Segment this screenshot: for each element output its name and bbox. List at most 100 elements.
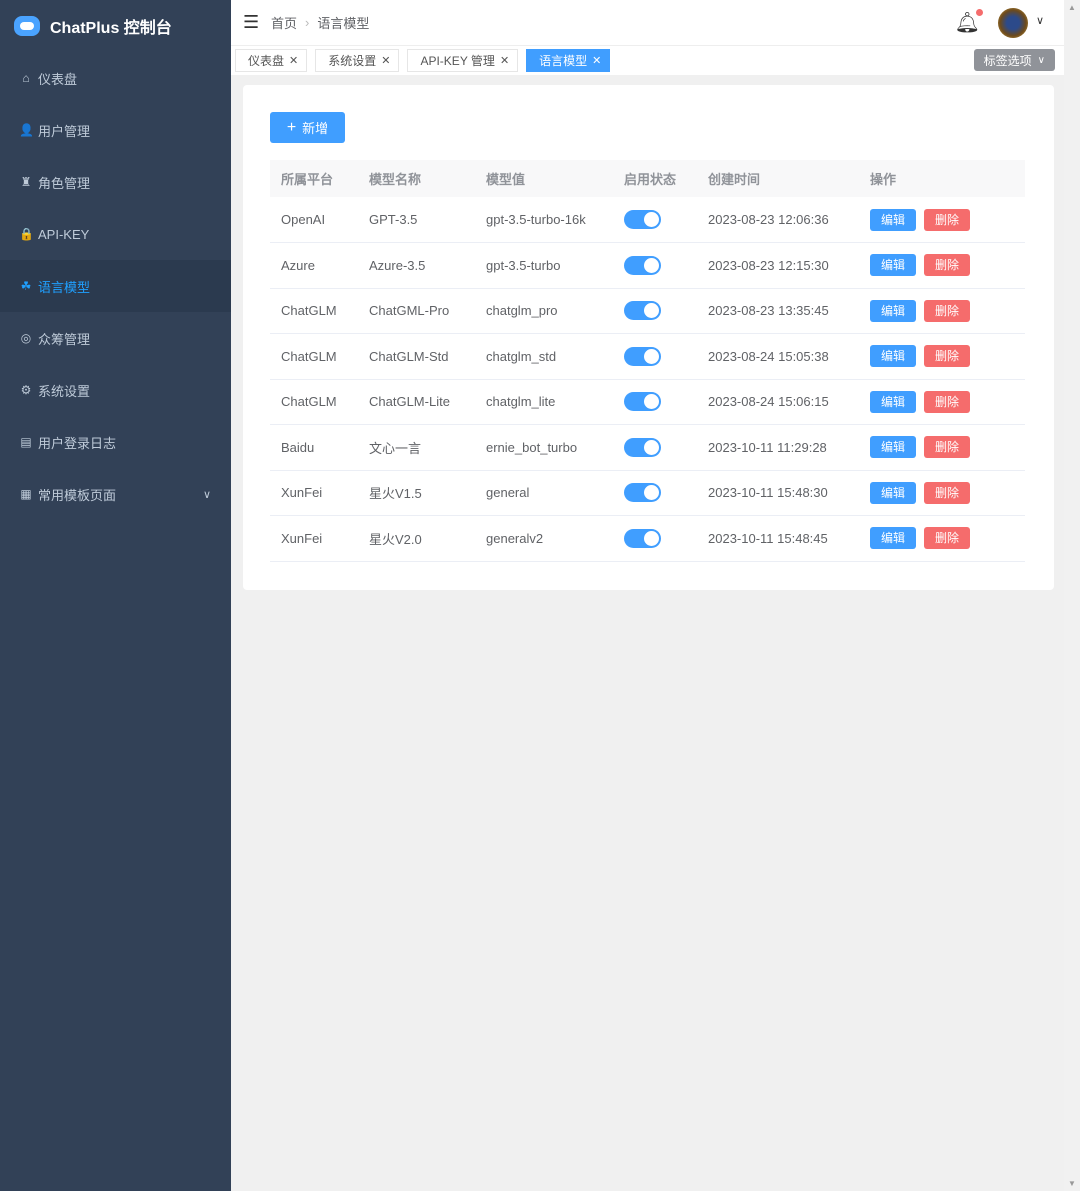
chevron-down-icon[interactable]: ∨ [1035, 15, 1044, 27]
enabled-toggle[interactable] [624, 528, 661, 548]
edit-button[interactable]: 编辑 [870, 481, 917, 504]
tab-label: 仪表盘 [248, 54, 285, 68]
sidebar-item[interactable]: 👤 用户管理 [0, 104, 231, 156]
sidebar-item-label: 众筹管理 [38, 331, 91, 347]
sidebar-item[interactable]: ▤ 用户登录日志 [0, 416, 231, 468]
delete-button[interactable]: 删除 [924, 481, 971, 504]
delete-button[interactable]: 删除 [924, 390, 971, 413]
created-cell: 2023-08-23 13:35:45 [697, 288, 859, 334]
platform-cell: OpenAI [270, 197, 358, 243]
column-header: 操作 [859, 160, 1025, 197]
scroll-down-icon[interactable]: ▼ [1068, 1179, 1076, 1188]
sidebar-item[interactable]: ▦ 常用模板页面 ∨ [0, 468, 231, 520]
app-title: ChatPlus 控制台 [50, 20, 172, 37]
gear-icon: ⚙ [20, 383, 32, 397]
sidebar-item[interactable]: ◎ 众筹管理 [0, 312, 231, 364]
robot-logo-icon [14, 16, 40, 36]
edit-button[interactable]: 编辑 [870, 527, 917, 550]
sidebar-item[interactable]: 🔒 API-KEY [0, 208, 231, 260]
grid-icon: ▦ [20, 487, 32, 501]
enabled-toggle[interactable] [624, 301, 661, 321]
edit-button[interactable]: 编辑 [870, 299, 917, 322]
sidebar-item-label: 语言模型 [38, 279, 91, 295]
sidebar-item[interactable]: ☘ 语言模型 [0, 260, 231, 312]
delete-button[interactable]: 删除 [924, 527, 971, 550]
close-icon[interactable]: ✕ [499, 55, 510, 67]
breadcrumb-home[interactable]: 首页 [271, 16, 298, 31]
tabs-bar: 仪表盘 ✕ 系统设置 ✕ API-KEY 管理 ✕ 语言模型 ✕ 标签选项 ∨ [231, 46, 1064, 75]
tab-label: API-KEY 管理 [420, 54, 495, 68]
chevron-down-icon: ∨ [1037, 54, 1045, 66]
model-value-cell: chatglm_lite [475, 379, 613, 425]
add-label: 新增 [302, 121, 329, 136]
actions-cell: 编辑 删除 [859, 288, 1025, 334]
tab[interactable]: 仪表盘 ✕ [235, 49, 308, 72]
delete-button[interactable]: 删除 [924, 254, 971, 277]
tab-options-button[interactable]: 标签选项 ∨ [973, 49, 1055, 71]
column-header: 所属平台 [270, 160, 358, 197]
model-name-cell: 星火V1.5 [358, 470, 475, 516]
sidebar-item[interactable]: ⌂ 仪表盘 [0, 52, 231, 104]
model-name-cell: Azure-3.5 [358, 242, 475, 289]
enabled-toggle[interactable] [624, 346, 661, 366]
menu-toggle-icon[interactable]: ☰ [243, 12, 260, 32]
model-value-cell: gpt-3.5-turbo [475, 242, 613, 289]
close-icon[interactable]: ✕ [592, 55, 602, 67]
delete-button[interactable]: 删除 [924, 436, 971, 459]
sidebar-item-label: 系统设置 [38, 383, 91, 399]
edit-button[interactable]: 编辑 [870, 345, 917, 368]
delete-button[interactable]: 删除 [924, 299, 971, 322]
created-cell: 2023-08-24 15:05:38 [697, 333, 859, 380]
breadcrumb-current: 语言模型 [317, 16, 370, 31]
enabled-toggle[interactable] [624, 255, 661, 275]
sidebar-item-label: 常用模板页面 [38, 487, 117, 503]
close-icon[interactable]: ✕ [381, 55, 391, 67]
sidebar-item-label: 角色管理 [38, 175, 91, 191]
page-scrollbar[interactable]: ▲ ▼ [1064, 0, 1080, 1191]
table-row: Azure Azure-3.5 gpt-3.5-turbo 2023-08-23… [270, 242, 1025, 289]
column-header: 创建时间 [697, 160, 859, 197]
tab[interactable]: API-KEY 管理 ✕ [407, 49, 519, 72]
actions-cell: 编辑 删除 [859, 515, 1025, 562]
chevron-down-icon: ∨ [202, 488, 211, 501]
enabled-toggle[interactable] [624, 483, 661, 503]
platform-cell: XunFei [270, 470, 358, 516]
model-name-cell: ChatGLM-Std [358, 333, 475, 380]
status-cell [613, 242, 697, 289]
sidebar-item-label: API-KEY [38, 226, 90, 242]
created-cell: 2023-10-11 11:29:28 [697, 424, 859, 471]
delete-button[interactable]: 删除 [924, 345, 971, 368]
model-name-cell: 星火V2.0 [358, 515, 475, 562]
sidebar: ChatPlus 控制台 ⌂ 仪表盘 👤 用户管理 ♜ 角色管理 🔒 API-KEY ☘ 语言模型… [0, 0, 231, 1191]
edit-button[interactable]: 编辑 [870, 208, 917, 231]
avatar[interactable] [998, 8, 1028, 38]
model-value-cell: generalv2 [475, 515, 613, 562]
model-value-cell: gpt-3.5-turbo-16k [475, 197, 613, 243]
edit-button[interactable]: 编辑 [870, 390, 917, 413]
table-row: ChatGLM ChatGLM-Lite chatglm_lite 2023-0… [270, 379, 1025, 425]
enabled-toggle[interactable] [624, 392, 661, 412]
created-cell: 2023-10-11 15:48:30 [697, 470, 859, 516]
actions-cell: 编辑 删除 [859, 424, 1025, 471]
notification-dot [976, 9, 983, 16]
actions-cell: 编辑 删除 [859, 242, 1025, 289]
actions-cell: 编辑 删除 [859, 379, 1025, 425]
enabled-toggle[interactable] [624, 210, 661, 229]
platform-cell: ChatGLM [270, 333, 358, 380]
platform-cell: ChatGLM [270, 379, 358, 425]
table-row: Baidu 文心一言 ernie_bot_turbo 2023-10-11 11… [270, 424, 1025, 471]
delete-button[interactable]: 删除 [924, 208, 971, 231]
platform-cell: Baidu [270, 424, 358, 471]
sidebar-item[interactable]: ♜ 角色管理 [0, 156, 231, 208]
scroll-up-icon[interactable]: ▲ [1068, 3, 1076, 12]
add-button[interactable]: + 新增 [270, 112, 345, 143]
enabled-toggle[interactable] [624, 437, 661, 457]
sidebar-item[interactable]: ⚙ 系统设置 [0, 364, 231, 416]
close-icon[interactable]: ✕ [289, 55, 299, 67]
edit-button[interactable]: 编辑 [870, 254, 917, 277]
bell-icon[interactable]: 🔔︎ [954, 12, 980, 34]
column-header: 模型名称 [358, 160, 475, 197]
tab[interactable]: 语言模型 ✕ [526, 49, 611, 72]
tab[interactable]: 系统设置 ✕ [315, 49, 400, 72]
edit-button[interactable]: 编辑 [870, 436, 917, 459]
